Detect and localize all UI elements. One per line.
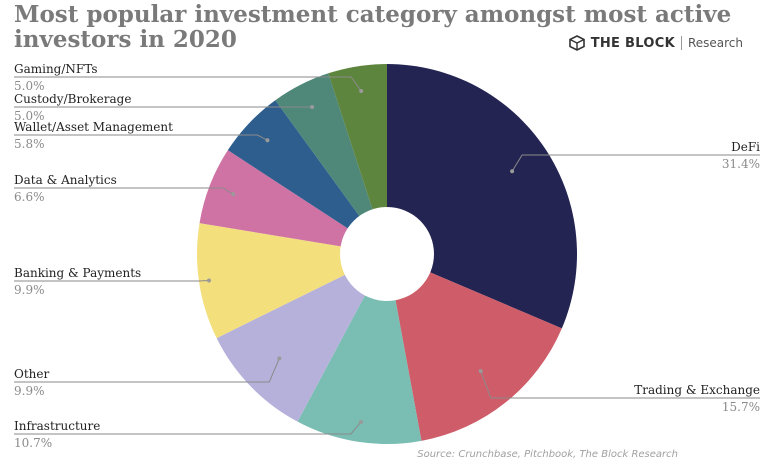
chart-title: Most popular investment category amongst… — [14, 1, 732, 53]
labels-group: DeFi 31.4% Trading & Exchange 15.7% Infrastr… — [14, 62, 760, 450]
leader-line — [14, 134, 268, 141]
leader-line — [14, 421, 362, 435]
leader-line — [511, 154, 760, 172]
slice-infrastructure — [297, 254, 422, 444]
slice-value-label: 9.9% — [14, 283, 45, 297]
slice-label: DeFi — [731, 140, 760, 154]
slice-label: Other — [14, 367, 49, 381]
leader-line — [480, 370, 760, 399]
slice-value-label: 5.8% — [14, 137, 45, 151]
source-note: Source: Crunchbase, Pitchbook, The Block… — [417, 449, 678, 460]
brand-logo: THE BLOCK Research — [568, 35, 743, 51]
leader-dot — [510, 169, 515, 174]
slice-value-label: 10.7% — [14, 436, 52, 450]
slice-other — [216, 254, 387, 422]
leader-line — [14, 358, 280, 383]
slice-value-label: 31.4% — [722, 157, 760, 171]
slice-custody-brokerage — [275, 73, 387, 255]
slice-value-label: 5.0% — [14, 109, 45, 123]
slice-value-label: 15.7% — [722, 400, 760, 414]
slice-value-label: 5.0% — [14, 79, 45, 93]
slice-label: Trading & Exchange — [634, 383, 760, 397]
the-block-logo-icon — [568, 35, 585, 51]
leader-dot — [310, 104, 315, 109]
slice-label: Wallet/Asset Management — [14, 120, 173, 134]
slice-banking-payments — [196, 223, 387, 339]
leader-dot — [265, 138, 270, 143]
leader-dot — [358, 419, 363, 424]
leader-line — [14, 279, 209, 282]
slice-value-label: 9.9% — [14, 384, 45, 398]
slice-label: Infrastructure — [14, 419, 100, 433]
slices-group — [196, 64, 577, 444]
donut-hole — [340, 207, 434, 301]
leader-dot — [231, 192, 236, 197]
slice-label: Custody/Brokerage — [14, 92, 131, 106]
slice-gaming-nfts — [328, 64, 387, 254]
slice-label: Data & Analytics — [14, 173, 117, 187]
slice-defi — [387, 64, 577, 329]
slice-data-analytics — [199, 150, 387, 254]
brand-subtitle: Research — [687, 36, 743, 50]
slice-label: Banking & Payments — [14, 266, 141, 280]
brand-divider — [680, 36, 682, 50]
slice-label: Gaming/NFTs — [14, 62, 98, 76]
brand-name: THE BLOCK — [590, 35, 675, 51]
leader-dot — [359, 89, 364, 94]
slice-trading-exchange — [387, 254, 562, 441]
leader-line — [14, 187, 234, 195]
leader-dot — [478, 369, 483, 374]
leader-dot — [277, 356, 282, 361]
leader-dot — [206, 278, 211, 283]
leader-line — [14, 76, 362, 92]
slice-value-label: 6.6% — [14, 190, 45, 204]
